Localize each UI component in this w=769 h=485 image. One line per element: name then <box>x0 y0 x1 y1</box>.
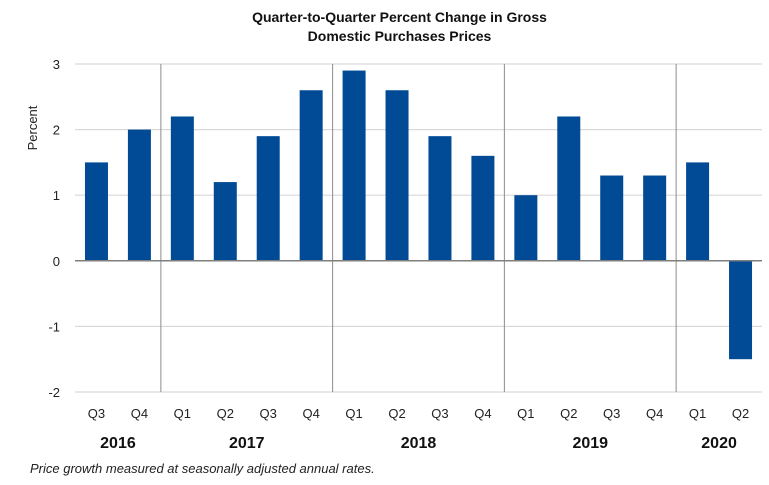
x-tick-label: Q2 <box>732 406 749 421</box>
x-group-label: 2020 <box>701 435 737 452</box>
chart-title-line-2: Domestic Purchases Prices <box>307 28 492 44</box>
bar-chart: 3 2 1 0 -1 -2 2016 2017 2018 2019 2020 Q3 Q4 Q1 Q2 Q3 Q4… <box>25 57 762 452</box>
x-tick-label: Q3 <box>431 406 448 421</box>
y-tick-label: 1 <box>53 188 60 203</box>
bar <box>385 90 409 261</box>
bar <box>686 162 710 261</box>
y-axis-label: Percent <box>25 105 40 150</box>
x-tick-label: Q3 <box>603 406 620 421</box>
x-tick-label: Q2 <box>560 406 577 421</box>
x-tick-label: Q1 <box>689 406 706 421</box>
bar <box>127 129 151 261</box>
x-tick-label: Q1 <box>517 406 534 421</box>
bar <box>299 90 323 261</box>
x-group-label: 2019 <box>572 435 608 452</box>
x-tick-label: Q2 <box>217 406 234 421</box>
y-tick-label: 3 <box>53 57 60 72</box>
bar <box>600 175 624 261</box>
x-tick-label: Q1 <box>345 406 362 421</box>
x-tick-label: Q2 <box>388 406 405 421</box>
x-tick-label: Q1 <box>174 406 191 421</box>
bar <box>256 136 280 261</box>
bar <box>170 116 194 261</box>
bar <box>84 162 108 261</box>
bar <box>643 175 667 261</box>
x-tick-label: Q3 <box>260 406 277 421</box>
footnote: Price growth measured at seasonally adju… <box>30 461 375 476</box>
bar <box>729 260 753 360</box>
x-tick-label: Q4 <box>474 406 491 421</box>
y-tick-label: 0 <box>53 254 60 269</box>
bar <box>428 136 452 261</box>
bar <box>342 70 366 261</box>
chart-title: Quarter-to-Quarter Percent Change in Gro… <box>0 8 769 46</box>
x-tick-label: Q3 <box>88 406 105 421</box>
bar <box>557 116 581 261</box>
x-group-label: 2018 <box>401 435 437 452</box>
bar <box>514 195 538 261</box>
y-tick-label: 2 <box>53 123 60 138</box>
x-tick-label: Q4 <box>646 406 663 421</box>
y-tick-label: -2 <box>48 385 60 400</box>
bar <box>471 155 495 261</box>
x-group-label: 2016 <box>100 435 136 452</box>
bar <box>213 182 237 261</box>
y-tick-label: -1 <box>48 319 60 334</box>
x-tick-label: Q4 <box>131 406 148 421</box>
x-tick-label: Q4 <box>302 406 319 421</box>
chart-title-line-1: Quarter-to-Quarter Percent Change in Gro… <box>252 9 547 25</box>
x-group-label: 2017 <box>229 435 265 452</box>
